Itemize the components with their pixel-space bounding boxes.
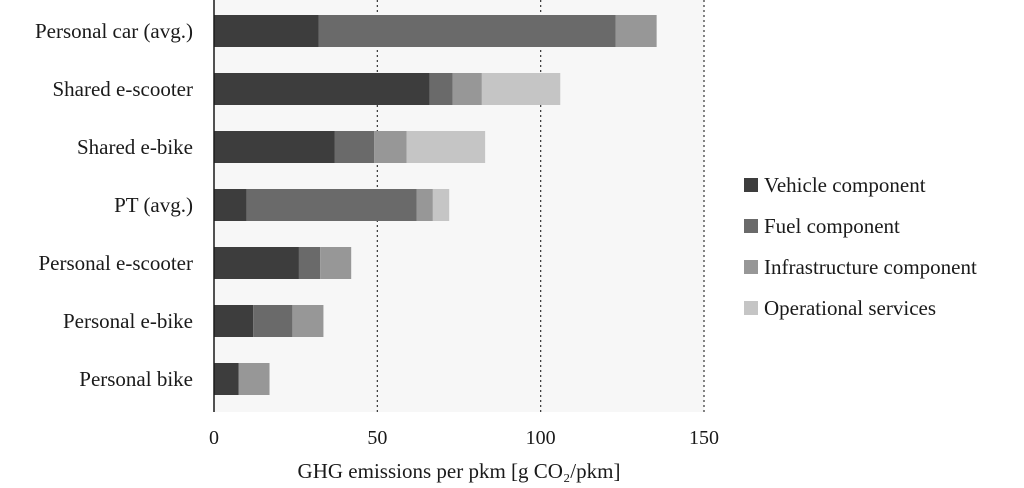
bar-segment xyxy=(238,363,270,395)
legend-swatch xyxy=(744,301,758,315)
bar-segment xyxy=(334,131,375,163)
bar-segment xyxy=(253,305,293,337)
x-axis-title: GHG emissions per pkm [g CO₂/pkm] xyxy=(298,459,621,483)
legend-swatch xyxy=(744,260,758,274)
x-tick-label: 0 xyxy=(209,427,219,449)
x-tick-label: 150 xyxy=(689,427,719,449)
bar-segment xyxy=(406,131,486,163)
bar-segment xyxy=(246,189,417,221)
bar-segment xyxy=(429,73,453,105)
category-label: Shared e-scooter xyxy=(52,77,193,101)
bar-segment xyxy=(298,247,321,279)
bars xyxy=(214,15,657,395)
bar-segment xyxy=(214,73,430,105)
bar-segment xyxy=(320,247,352,279)
bar-segment xyxy=(452,73,482,105)
category-label: Personal e-scooter xyxy=(38,251,193,275)
legend-label: Operational services xyxy=(764,296,936,320)
legend-label: Fuel component xyxy=(764,214,900,238)
x-tick-label: 50 xyxy=(367,427,387,449)
category-label: PT (avg.) xyxy=(114,193,193,217)
legend-swatch xyxy=(744,178,758,192)
category-label: Shared e-bike xyxy=(77,135,193,159)
bar-segment xyxy=(214,363,239,395)
bar-segment xyxy=(214,15,319,47)
legend-label: Vehicle component xyxy=(764,173,926,197)
bar-segment xyxy=(214,131,335,163)
bar-segment xyxy=(416,189,433,221)
bar-segment xyxy=(318,15,616,47)
bar-segment xyxy=(292,305,324,337)
bar-segment xyxy=(214,305,254,337)
bar-segment xyxy=(432,189,450,221)
x-tick-label: 100 xyxy=(526,427,556,449)
bar-segment xyxy=(374,131,407,163)
bar-segment xyxy=(214,247,299,279)
legend-label: Infrastructure component xyxy=(764,255,977,279)
bar-segment xyxy=(615,15,657,47)
category-label: Personal e-bike xyxy=(63,309,193,333)
bar-segment xyxy=(481,73,561,105)
category-label: Personal car (avg.) xyxy=(35,19,193,43)
legend-swatch xyxy=(744,219,758,233)
category-label: Personal bike xyxy=(79,367,193,391)
bar-segment xyxy=(214,189,247,221)
category-labels: Personal car (avg.) Shared e-scooter Share… xyxy=(35,19,193,391)
legend: Vehicle component Fuel component Infrastru… xyxy=(744,173,977,320)
x-tick-labels: 0 50 100 150 xyxy=(209,427,719,449)
